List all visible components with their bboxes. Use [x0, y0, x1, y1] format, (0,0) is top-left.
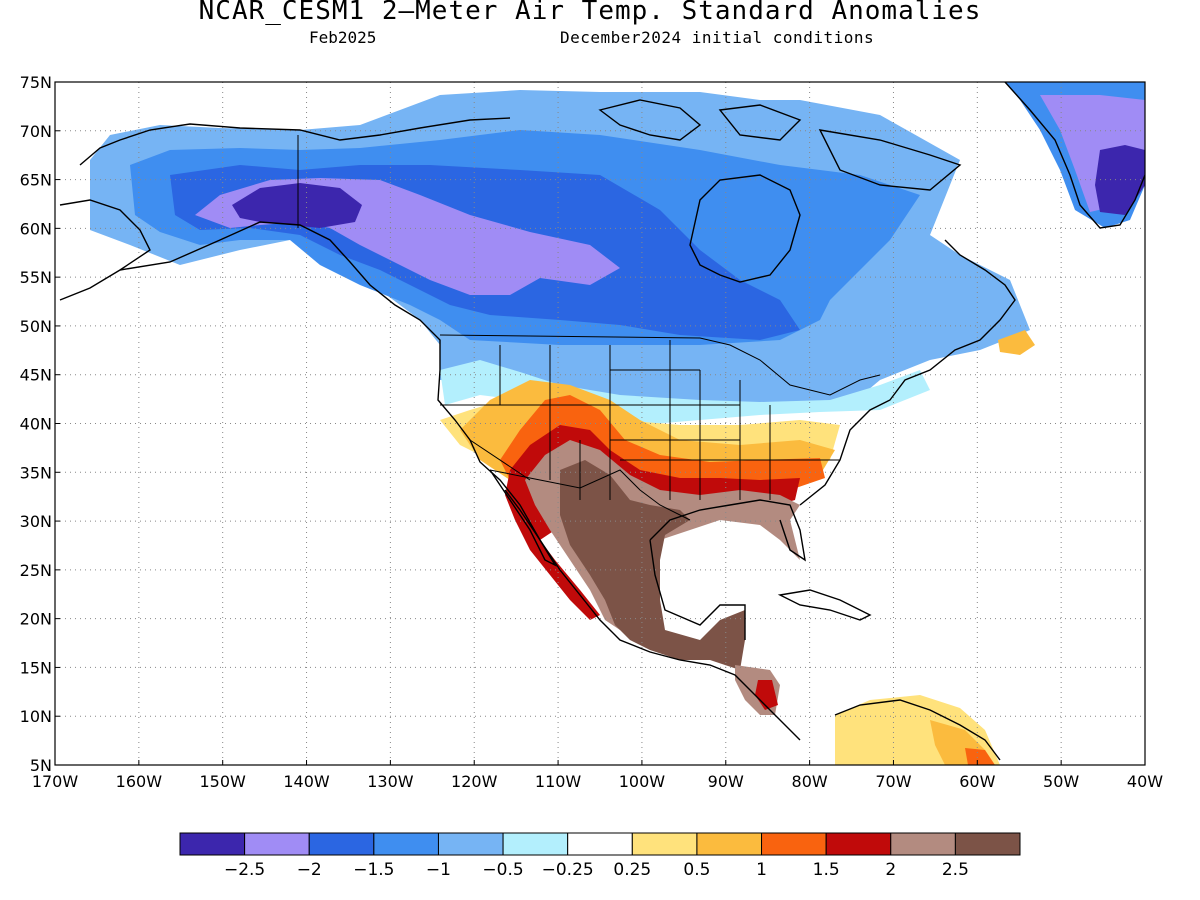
lat-tick-label: 50N: [20, 317, 52, 336]
colorbar-label: 2: [885, 860, 896, 880]
colorbar-swatch: [308, 832, 375, 856]
coastline-cuba: [777, 589, 872, 621]
colorbar-swatch: [761, 832, 827, 856]
coastline-hudson-bay: [689, 174, 801, 283]
lon-tick-label: 150W: [200, 772, 247, 791]
coastline-greenland: [1004, 82, 1145, 229]
lon-tick-label: 80W: [792, 772, 828, 791]
lat-tick-label: 35N: [20, 463, 52, 482]
colorbar-swatch: [244, 832, 310, 856]
coastline-baja: [489, 469, 557, 567]
lon-tick-label: 170W: [32, 772, 79, 791]
colorbar-label: −0.25: [542, 860, 594, 880]
colorbar-label: 0.5: [683, 860, 710, 880]
colorbar-label: −2: [297, 860, 322, 880]
latitude-labels: 75N 70N 65N 60N 55N 50N 45N 40N 35N 30N 25N 20N 15N 1…: [20, 73, 60, 775]
colorbar-label: −0.5: [482, 860, 523, 880]
lon-tick-label: 110W: [535, 772, 582, 791]
lat-tick-label: 40N: [20, 415, 52, 434]
lat-tick-label: 60N: [20, 219, 52, 238]
colorbar-swatch: [567, 832, 633, 856]
colorbar-swatch: [631, 832, 698, 856]
political-borders: [297, 135, 881, 521]
colorbar-label: 0.25: [613, 860, 651, 880]
coastline-arctic-islands: [598, 99, 962, 191]
coastline-gulf: [649, 499, 806, 640]
lat-tick-label: 30N: [20, 512, 52, 531]
lat-tick-label: 75N: [20, 73, 52, 92]
lon-tick-label: 100W: [619, 772, 666, 791]
colorbar-swatch: [696, 832, 763, 856]
anomaly-region-central-america-hot: [755, 680, 778, 710]
colorbar-label: 2.5: [942, 860, 969, 880]
lon-tick-label: 120W: [451, 772, 498, 791]
colorbar-swatch: [502, 832, 569, 856]
colorbar-swatch: [954, 832, 1021, 856]
colorbar-label: 1.5: [813, 860, 840, 880]
lat-tick-label: 25N: [20, 561, 52, 580]
anomaly-region-south-america-hot: [965, 748, 995, 765]
colorbar-label: 1: [756, 860, 767, 880]
lon-tick-label: 50W: [1043, 772, 1079, 791]
initial-conditions: December2024 initial conditions: [560, 28, 875, 47]
lon-tick-label: 130W: [367, 772, 414, 791]
colorbar-label: −2.5: [224, 860, 265, 880]
colorbar: −2.5 −2 −1.5 −1 −0.5 −0.25 0.25 0.5 1 1.5 2 2.5: [179, 832, 1021, 880]
forecast-month: Feb2025: [309, 28, 377, 47]
coastline-alaska-west: [59, 117, 511, 301]
border-us-mexico: [489, 469, 691, 521]
anomaly-region-cold-extreme: [232, 183, 362, 228]
anomaly-region-newfoundland: [998, 330, 1035, 355]
border-us-canada: [439, 334, 881, 396]
coastline-south-america: [834, 699, 1001, 761]
lon-tick-label: 60W: [959, 772, 995, 791]
colorbar-swatch: [890, 832, 956, 856]
lon-tick-label: 90W: [708, 772, 744, 791]
lat-tick-label: 65N: [20, 171, 52, 190]
lat-tick-label: 70N: [20, 122, 52, 141]
lat-tick-label: 15N: [20, 658, 52, 677]
colorbar-label: −1.5: [353, 860, 394, 880]
lon-tick-label: 140W: [283, 772, 330, 791]
colorbar-label: −1: [426, 860, 451, 880]
lat-lon-grid: [55, 82, 1145, 765]
map-title: NCAR_CESM1 2—Meter Air Temp. Standard An…: [198, 0, 982, 26]
lat-tick-label: 20N: [20, 610, 52, 629]
coastline-alaska-south: [119, 221, 441, 370]
lat-tick-label: 10N: [20, 707, 52, 726]
colorbar-swatch: [179, 832, 246, 856]
lat-tick-label: 55N: [20, 268, 52, 287]
lon-tick-label: 40W: [1127, 772, 1163, 791]
colorbar-swatch: [373, 832, 439, 856]
lon-tick-label: 160W: [116, 772, 163, 791]
lat-tick-label: 5N: [30, 756, 52, 775]
anomaly-region-warm-extreme: [560, 460, 745, 670]
longitude-labels: 170W 160W 150W 140W 130W 120W 110W 100W 90W 80W 70…: [32, 760, 1163, 791]
coastlines: [59, 82, 1145, 761]
lon-tick-label: 70W: [875, 772, 911, 791]
state-borders: [440, 340, 840, 500]
anomaly-shading: [90, 82, 1145, 765]
coastline-east: [799, 239, 1016, 506]
lat-tick-label: 45N: [20, 366, 52, 385]
colorbar-swatch: [437, 832, 504, 856]
colorbar-swatch: [825, 832, 892, 856]
